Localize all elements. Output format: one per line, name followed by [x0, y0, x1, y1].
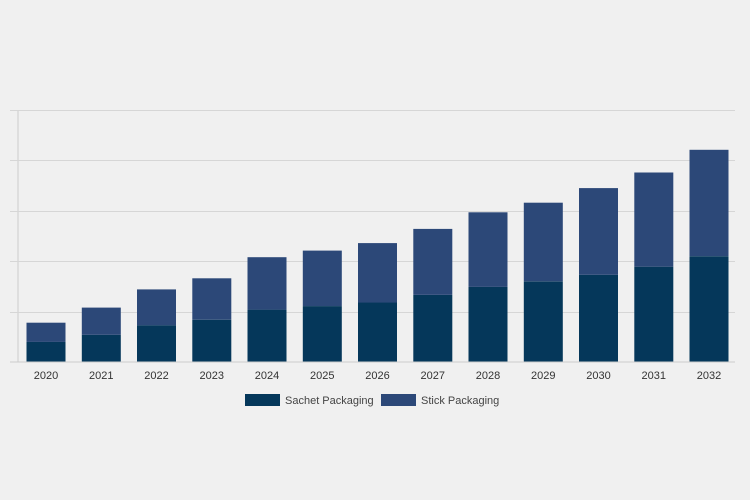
- bar-2029-stick[interactable]: [523, 202, 563, 282]
- bar-2028-stick[interactable]: [468, 212, 508, 287]
- bar-2032-sachet[interactable]: [689, 256, 729, 362]
- legend-item-stick[interactable]: Stick Packaging: [381, 394, 499, 407]
- bar-2027-sachet[interactable]: [413, 295, 453, 362]
- bar-2020-sachet[interactable]: [26, 341, 66, 362]
- bar-2023-sachet[interactable]: [192, 319, 232, 362]
- x-tick-label-2030: 2030: [586, 370, 610, 382]
- bar-2030-sachet[interactable]: [579, 274, 618, 362]
- x-tick-label-2023: 2023: [200, 370, 224, 382]
- bar-2025-sachet[interactable]: [302, 306, 342, 362]
- bar-2031-sachet[interactable]: [634, 266, 674, 362]
- x-tick-label-2022: 2022: [144, 370, 168, 382]
- legend: Sachet Packaging Stick Packaging: [245, 394, 499, 407]
- bar-2023-stick[interactable]: [192, 278, 232, 320]
- x-tick-label-2032: 2032: [697, 370, 721, 382]
- bar-2020-stick[interactable]: [26, 322, 66, 342]
- bar-2022-sachet[interactable]: [137, 325, 176, 362]
- bar-2029-sachet[interactable]: [523, 281, 563, 362]
- bar-2024-sachet[interactable]: [247, 309, 287, 362]
- x-tick-labels: 2020 2021 2022 2023 2024 2025 2026 2027 2028 2029…: [34, 370, 721, 382]
- x-tick-label-2021: 2021: [89, 370, 113, 382]
- bar-2027-stick[interactable]: [413, 228, 453, 295]
- x-tick-label-2031: 2031: [642, 370, 666, 382]
- bar-2021-sachet[interactable]: [81, 334, 121, 362]
- legend-label-stick: Stick Packaging: [421, 395, 499, 407]
- bar-2025-stick[interactable]: [302, 250, 342, 306]
- legend-item-sachet[interactable]: Sachet Packaging: [245, 394, 374, 407]
- bar-2022-stick[interactable]: [137, 289, 176, 326]
- bar-2024-stick[interactable]: [247, 257, 287, 310]
- legend-label-sachet: Sachet Packaging: [285, 395, 374, 407]
- bar-2028-sachet[interactable]: [468, 286, 508, 362]
- x-tick-label-2026: 2026: [365, 370, 389, 382]
- bar-2030-stick[interactable]: [579, 188, 618, 275]
- bar-2026-stick[interactable]: [358, 243, 397, 303]
- bar-2031-stick[interactable]: [634, 172, 674, 267]
- x-tick-label-2028: 2028: [476, 370, 500, 382]
- x-tick-label-2027: 2027: [421, 370, 445, 382]
- bar-2026-sachet[interactable]: [358, 302, 397, 363]
- bar-2021-stick[interactable]: [81, 307, 121, 335]
- x-tick-label-2024: 2024: [255, 370, 279, 382]
- x-tick-label-2020: 2020: [34, 370, 58, 382]
- x-tick-label-2029: 2029: [531, 370, 555, 382]
- legend-swatch-stick: [381, 394, 416, 406]
- bar-2032-stick[interactable]: [689, 149, 729, 257]
- bars: [26, 149, 729, 363]
- x-tick-label-2025: 2025: [310, 370, 334, 382]
- legend-swatch-sachet: [245, 394, 280, 406]
